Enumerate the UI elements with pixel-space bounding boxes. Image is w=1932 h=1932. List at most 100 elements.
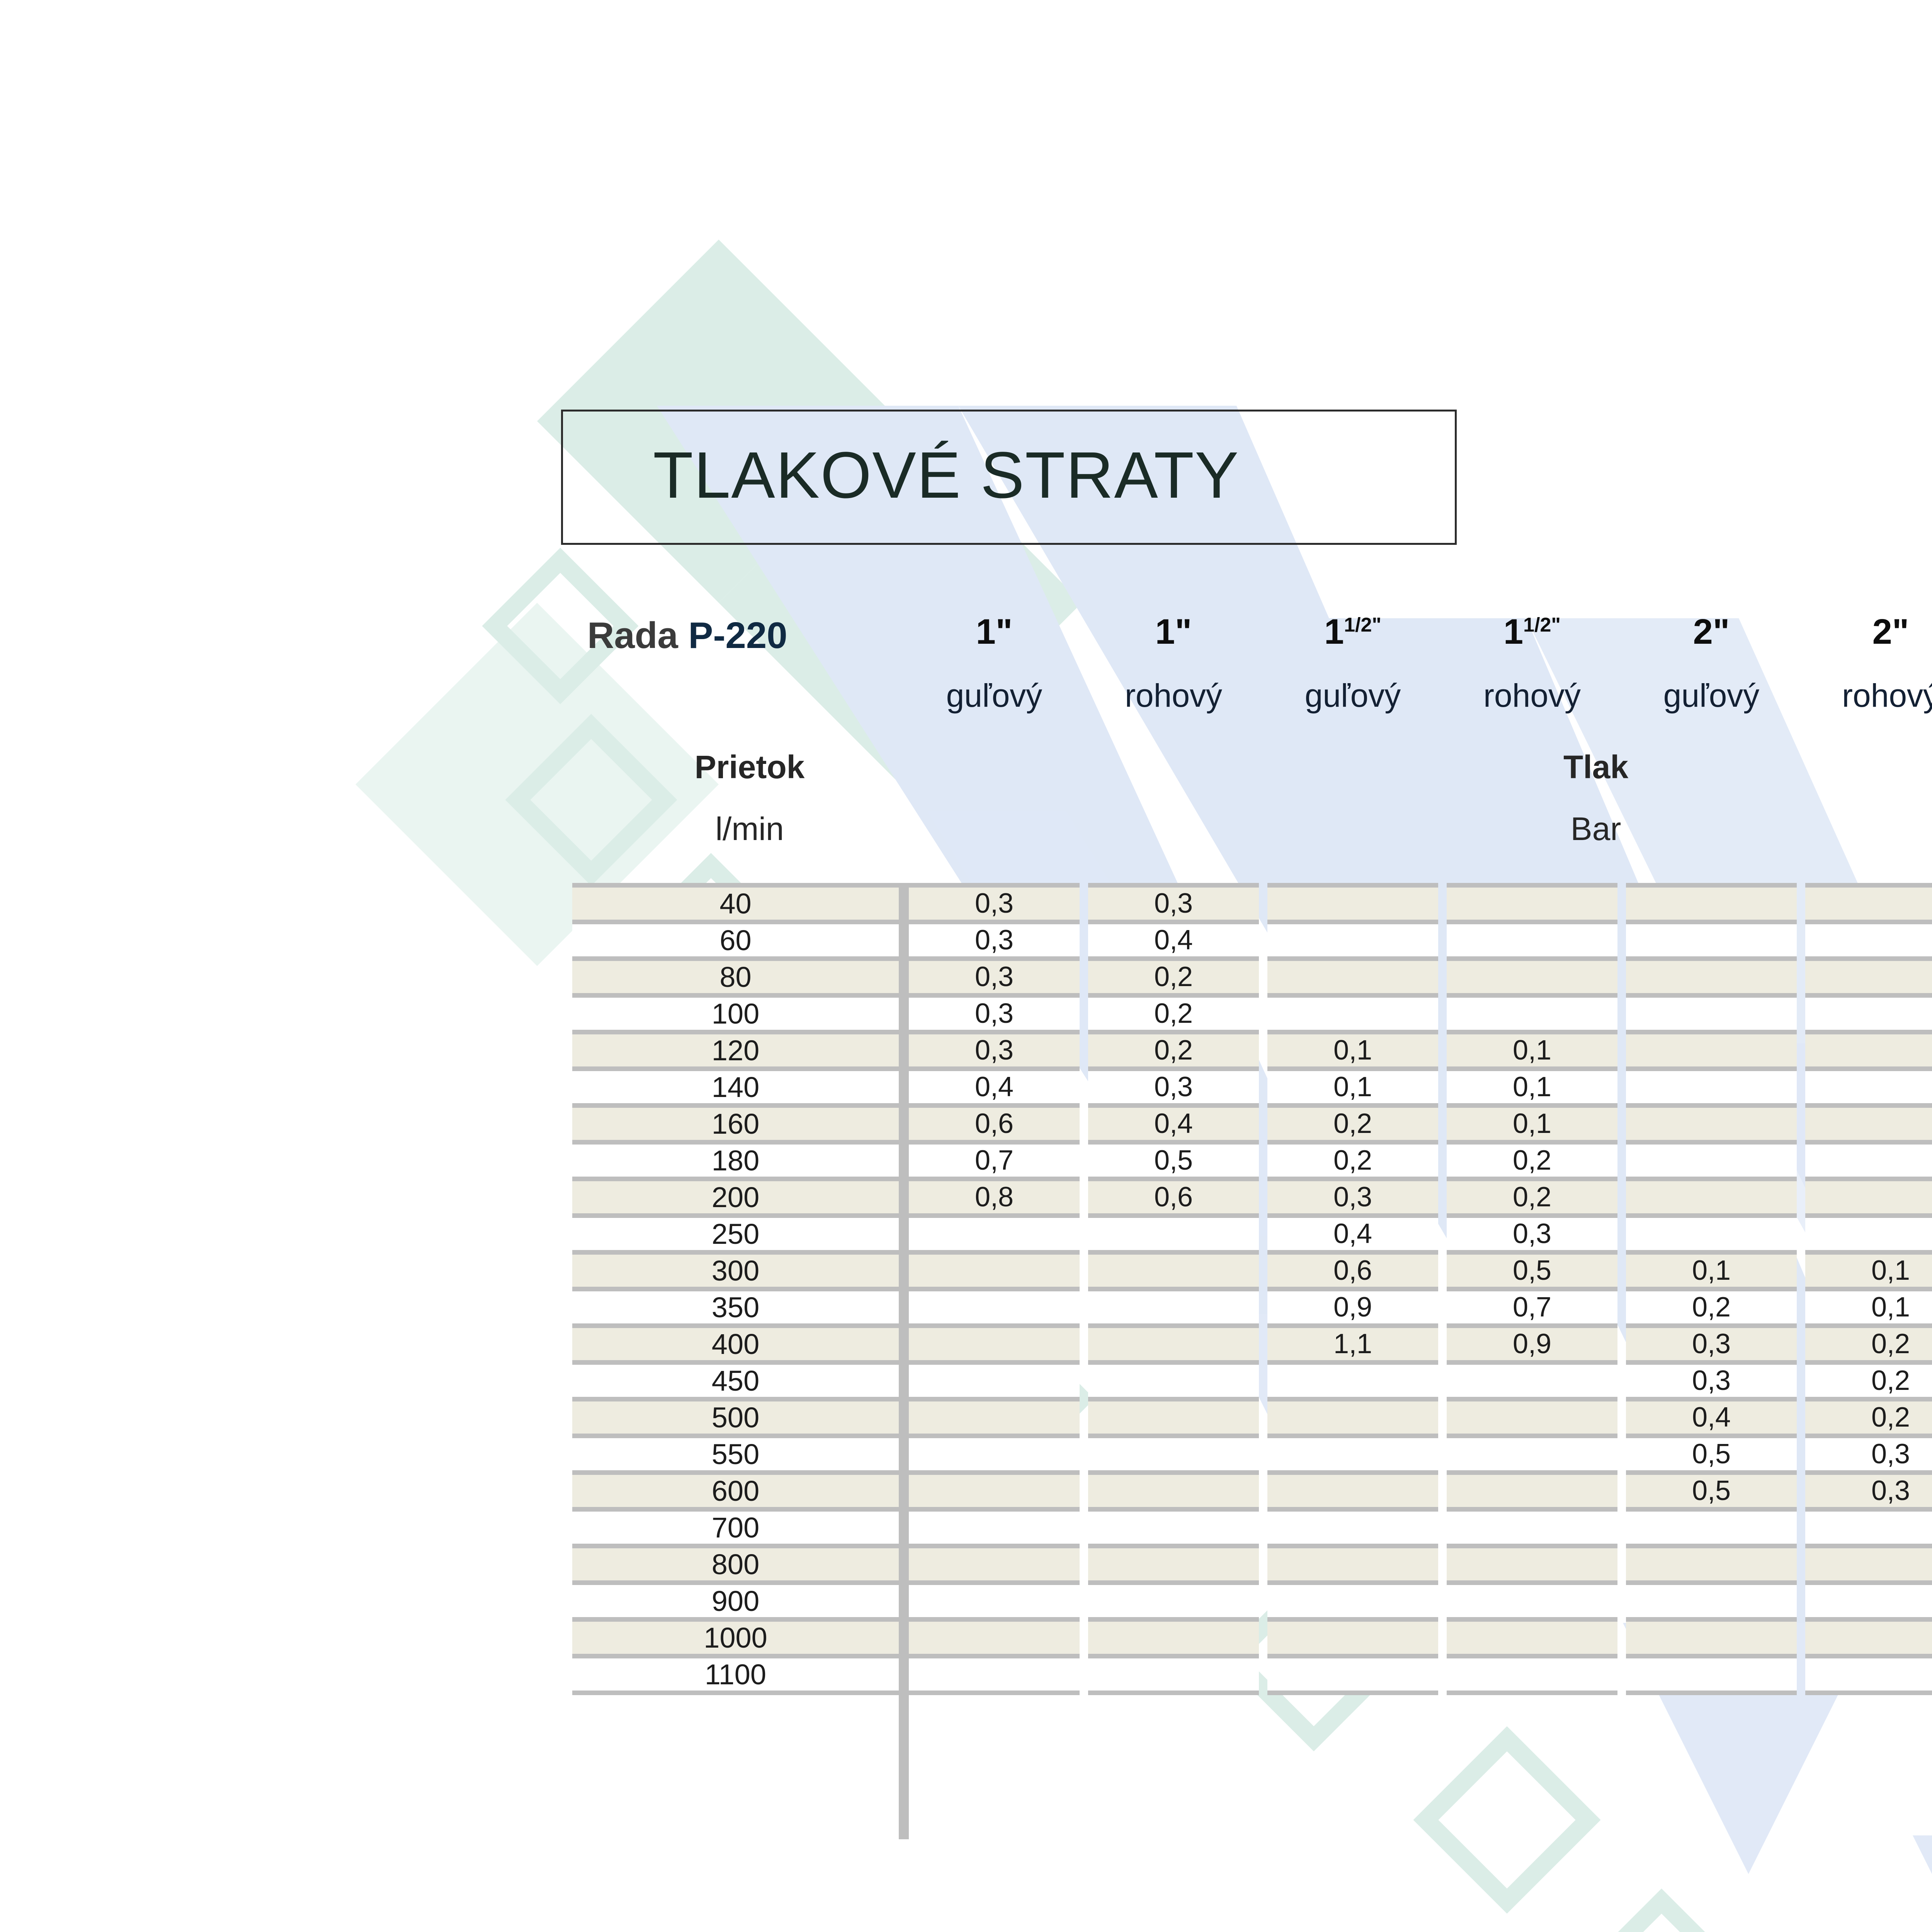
pressure-value-col0: 0,3 <box>909 888 1080 920</box>
pressure-value-col0 <box>909 1218 1080 1250</box>
pressure-value-col0: 0,4 <box>909 1071 1080 1103</box>
pressure-value-col5: 0,2 <box>1805 1328 1932 1360</box>
pressure-value-col3 <box>1447 961 1617 993</box>
flow-value: 600 <box>572 1475 899 1507</box>
pressure-value-col4 <box>1626 1658 1797 1690</box>
row-separator <box>572 1470 1932 1475</box>
pressure-value-col1 <box>1088 1218 1259 1250</box>
table-row: 9000,40,3 <box>572 1585 1932 1617</box>
column-size-5: 2" <box>1872 612 1909 651</box>
pressure-value-col0: 0,3 <box>909 998 1080 1030</box>
pressure-value-col4 <box>1626 1108 1797 1140</box>
table-row: 180 0,7 0,5 0,2 0,2 <box>572 1145 1932 1177</box>
pressure-value-col3 <box>1447 1548 1617 1580</box>
series-label-model: P-220 <box>688 615 787 656</box>
column-type-0: guľový <box>946 677 1043 714</box>
row-separator <box>572 1654 1932 1658</box>
row-separator <box>572 1323 1932 1328</box>
pressure-value-col2: 0,1 <box>1267 1034 1438 1066</box>
pressure-value-col4 <box>1626 1548 1797 1580</box>
flow-value: 300 <box>572 1255 899 1287</box>
pressure-value-col5 <box>1805 1181 1932 1213</box>
column-type-5: rohový <box>1842 677 1932 714</box>
pressure-value-col1: 0,3 <box>1088 1071 1259 1103</box>
row-separator <box>572 883 1932 888</box>
pressure-loss-table: 40 0,3 0,3 60 0,3 0,4 80 0,3 0,2 100 0,3 0,2 120 0,3 0… <box>572 883 1932 1839</box>
pressure-value-col1 <box>1088 1401 1259 1434</box>
flow-value: 140 <box>572 1071 899 1103</box>
pressure-value-col0 <box>909 1328 1080 1360</box>
title-box <box>561 410 1457 545</box>
pressure-value-col3: 0,7 <box>1447 1291 1617 1323</box>
pressure-value-col2 <box>1267 1438 1438 1470</box>
pressure-value-col5 <box>1805 924 1932 956</box>
pressure-value-col1: 0,4 <box>1088 924 1259 956</box>
flow-value: 160 <box>572 1108 899 1140</box>
pressure-value-col5: 0,2 <box>1805 1365 1932 1397</box>
pressure-value-col0 <box>909 1548 1080 1580</box>
flow-value: 100 <box>572 998 899 1030</box>
table-row: 350 0,9 0,7 0,2 0,1 <box>572 1291 1932 1323</box>
pressure-value-col3: 0,2 <box>1447 1145 1617 1177</box>
pressure-value-col4 <box>1626 1218 1797 1250</box>
pressure-value-col1 <box>1088 1585 1259 1617</box>
pressure-value-col2: 0,2 <box>1267 1145 1438 1177</box>
pressure-value-col4 <box>1626 1145 1797 1177</box>
flow-value: 550 <box>572 1438 899 1470</box>
flow-value: 500 <box>572 1401 899 1434</box>
pressure-value-col3 <box>1447 1622 1617 1654</box>
table-row: 450 0,3 0,2 <box>572 1365 1932 1397</box>
pressure-value-col4 <box>1626 888 1797 920</box>
pressure-value-col2 <box>1267 1365 1438 1397</box>
pressure-value-col3 <box>1447 888 1617 920</box>
row-separator <box>572 1544 1932 1548</box>
table-row: 7000,20,2 <box>572 1512 1932 1544</box>
pressure-value-col3: 0,9 <box>1447 1328 1617 1360</box>
pressure-value-col2 <box>1267 998 1438 1030</box>
pressure-value-col0: 0,3 <box>909 924 1080 956</box>
pressure-value-col3: 0,1 <box>1447 1108 1617 1140</box>
pressure-header-unit: Bar <box>1570 811 1621 847</box>
pressure-value-col2 <box>1267 1658 1438 1690</box>
pressure-value-col0 <box>909 1658 1080 1690</box>
pressure-value-col1: 0,3 <box>1088 888 1259 920</box>
pressure-value-col4 <box>1626 961 1797 993</box>
pressure-value-col4 <box>1626 1585 1797 1617</box>
row-separator <box>572 1507 1932 1512</box>
table-row: 250 0,4 0,3 <box>572 1218 1932 1250</box>
pressure-value-col2 <box>1267 1475 1438 1507</box>
pressure-value-col2 <box>1267 1585 1438 1617</box>
row-separator <box>572 1250 1932 1255</box>
flow-value: 1000 <box>572 1622 899 1654</box>
row-separator <box>572 1360 1932 1365</box>
pressure-value-col5: 0,1 <box>1805 1291 1932 1323</box>
pressure-value-col0: 0,3 <box>909 1034 1080 1066</box>
table-row: 500 0,4 0,2 <box>572 1401 1932 1434</box>
pressure-value-col5: 0,2 <box>1805 1401 1932 1434</box>
flow-value: 450 <box>572 1365 899 1397</box>
pressure-header-name: Tlak <box>1563 749 1629 785</box>
table-row: 200 0,8 0,6 0,3 0,2 <box>572 1181 1932 1213</box>
pressure-value-col2 <box>1267 1512 1438 1544</box>
pressure-value-col4: 0,1 <box>1626 1255 1797 1287</box>
pressure-value-col3: 0,3 <box>1447 1218 1617 1250</box>
table-row: 11000,70,5 <box>572 1658 1932 1690</box>
row-separator <box>572 1177 1932 1181</box>
pressure-value-col3: 0,1 <box>1447 1034 1617 1066</box>
pressure-value-col5 <box>1805 1218 1932 1250</box>
pressure-value-col5 <box>1805 1071 1932 1103</box>
pressure-value-col0: 0,7 <box>909 1145 1080 1177</box>
pressure-value-col1 <box>1088 1475 1259 1507</box>
pressure-value-col2: 0,3 <box>1267 1181 1438 1213</box>
column-size-3: 11/2" <box>1503 612 1561 651</box>
flow-value: 40 <box>572 888 899 920</box>
pressure-value-col5 <box>1805 1512 1932 1544</box>
table-row: 300 0,6 0,5 0,1 0,1 <box>572 1255 1932 1287</box>
flow-value: 80 <box>572 961 899 993</box>
pressure-value-col1 <box>1088 1548 1259 1580</box>
pressure-value-col4 <box>1626 924 1797 956</box>
pressure-value-col5 <box>1805 961 1932 993</box>
pressure-value-col5 <box>1805 998 1932 1030</box>
pressure-value-col3 <box>1447 1585 1617 1617</box>
pressure-value-col1: 0,2 <box>1088 1034 1259 1066</box>
